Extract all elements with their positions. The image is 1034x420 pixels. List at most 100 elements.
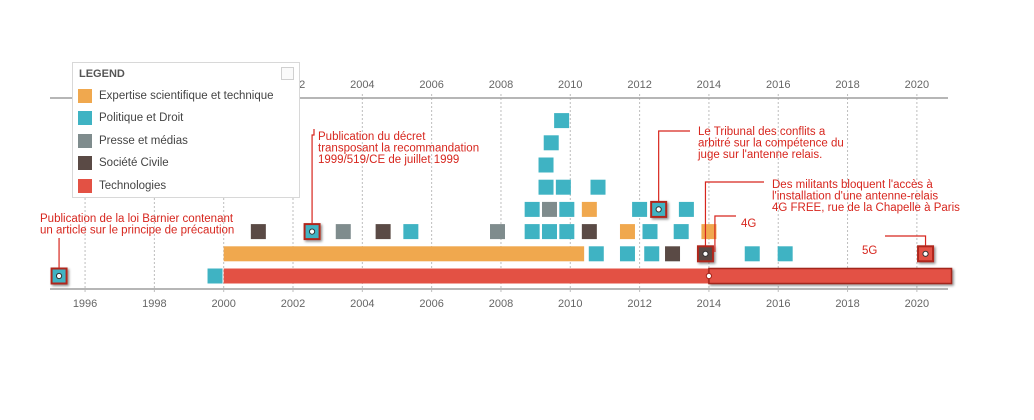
event-marker-politique <box>554 113 570 129</box>
annotation-text: Publication de la loi Barnier contenant u… <box>40 213 234 237</box>
bottom-tick-label: 2008 <box>489 298 513 310</box>
annotation-line: Publication du décret <box>318 131 426 143</box>
event-marker-politique <box>538 179 554 195</box>
highlight-dot <box>705 272 713 280</box>
top-tick-label: 2006 <box>419 79 443 91</box>
top-tick-label: 2018 <box>835 79 859 91</box>
annotation-line: l'installation d'une antenne-relais <box>772 191 938 203</box>
event-marker-politique <box>619 246 635 262</box>
bottom-tick-label: 2016 <box>766 298 790 310</box>
event-marker-expertise <box>701 224 717 240</box>
event-marker-politique <box>642 224 658 240</box>
highlight-dot <box>922 250 929 257</box>
legend-label: Expertise scientifique et technique <box>99 90 274 102</box>
highlight-dot <box>55 272 63 280</box>
annotation-line: Des militants bloquent l'accès à <box>772 179 933 191</box>
event-marker-societe <box>581 224 597 240</box>
highlight-dot <box>655 206 662 213</box>
highlight-dot <box>702 250 709 257</box>
legend-panel: LEGEND Expertise scientifique et techniq… <box>72 62 300 198</box>
bottom-tick-label: 2012 <box>627 298 651 310</box>
event-marker-politique <box>590 179 606 195</box>
event-marker-politique <box>777 246 793 262</box>
legend-label: Technologies <box>99 179 167 192</box>
legend-item-technologies: Technologies <box>78 178 166 194</box>
annotation-text: 4G <box>741 218 756 230</box>
annotation-line: 4G FREE, rue de la Chapelle à Paris <box>772 202 960 214</box>
legend-item-presse: Presse et médias <box>78 133 188 149</box>
event-marker-politique <box>678 201 694 217</box>
annotation-line: Publication de la loi Barnier contenant <box>40 213 234 225</box>
event-marker-presse <box>335 224 351 240</box>
legend-item-societe: Société Civile <box>78 155 169 171</box>
bottom-tick-label: 2018 <box>835 298 859 310</box>
annotation-leader <box>311 129 315 224</box>
top-tick-label: 2004 <box>350 79 374 91</box>
event-marker-presse <box>490 224 505 240</box>
legend-swatch <box>78 133 92 148</box>
annotation-line: transposant la recommandation <box>318 143 479 155</box>
top-tick-label: 2010 <box>558 79 582 91</box>
annotation-text: Publication du décret transposant la reco… <box>318 131 479 166</box>
event-marker-politique <box>644 246 660 262</box>
bottom-tick-label: 2004 <box>350 298 374 310</box>
event-markers <box>50 113 953 285</box>
bottom-tick-label: 2000 <box>211 298 235 310</box>
annotation-leader <box>658 130 690 202</box>
event-marker-politique <box>673 224 689 240</box>
bar-highlight-4g <box>708 267 953 285</box>
event-marker-presse <box>541 201 557 217</box>
event-marker-politique <box>541 224 557 240</box>
event-marker-expertise <box>619 224 635 240</box>
annotation-line: arbitré sur la compétence du <box>698 138 844 150</box>
annotation-leader <box>704 181 764 246</box>
annotation-leader <box>714 215 736 252</box>
top-tick-label: 2016 <box>766 79 790 91</box>
bottom-tick-label: 2002 <box>281 298 305 310</box>
bottom-tick-label: 1996 <box>73 298 97 310</box>
annotation-text: Le Tribunal des conflits a arbitré sur la… <box>697 126 844 161</box>
annotation-text: 5G <box>862 245 877 257</box>
event-marker-politique <box>559 201 575 217</box>
bar-expertise <box>223 246 585 262</box>
bottom-tick-label: 2020 <box>905 298 929 310</box>
event-marker-politique <box>524 224 540 240</box>
event-marker-politique <box>744 246 760 262</box>
legend-swatch <box>78 178 92 193</box>
legend-toggle-icon[interactable] <box>281 67 294 80</box>
legend-label: Presse et médias <box>99 134 188 147</box>
annotation-text: Des militants bloquent l'accès à l'instal… <box>772 179 960 214</box>
annotation-line: 5G <box>862 245 877 257</box>
event-marker-politique <box>403 224 419 240</box>
event-marker-politique <box>559 224 575 240</box>
annotation-line: 4G <box>741 218 756 230</box>
annotation-line: 1999/519/CE de juillet 1999 <box>318 154 459 166</box>
annotation-line: Le Tribunal des conflits a <box>698 126 826 138</box>
event-marker-politique <box>543 135 559 151</box>
top-tick-label: 2020 <box>905 79 929 91</box>
event-marker-politique <box>632 201 648 217</box>
bottom-tick-label: 1998 <box>142 298 166 310</box>
legend-title: LEGEND <box>79 68 125 80</box>
legend-item-expertise: Expertise scientifique et technique <box>78 88 274 104</box>
annotation-leader <box>885 235 927 246</box>
event-marker-societe <box>250 224 266 240</box>
event-marker-expertise <box>581 201 597 217</box>
event-marker-societe <box>375 224 391 240</box>
top-tick-label: 2008 <box>489 79 513 91</box>
annotations: Publication de la loi Barnier contenant u… <box>40 126 960 268</box>
legend-swatch <box>78 89 92 103</box>
event-marker-politique <box>555 179 571 195</box>
legend-swatch <box>78 111 92 126</box>
top-tick-label: 2012 <box>627 79 651 91</box>
event-marker-politique <box>588 246 604 262</box>
annotation-line: un article sur le principe de précaution <box>40 225 234 237</box>
event-marker-politique <box>524 201 540 217</box>
bottom-tick-label: 2010 <box>558 298 582 310</box>
bottom-tick-label: 2014 <box>697 298 721 310</box>
event-marker-politique <box>207 268 223 284</box>
legend-label: Politique et Droit <box>99 112 184 125</box>
top-tick-label: 2014 <box>697 79 721 91</box>
legend-swatch <box>78 156 92 171</box>
bottom-tick-label: 2006 <box>419 298 443 310</box>
